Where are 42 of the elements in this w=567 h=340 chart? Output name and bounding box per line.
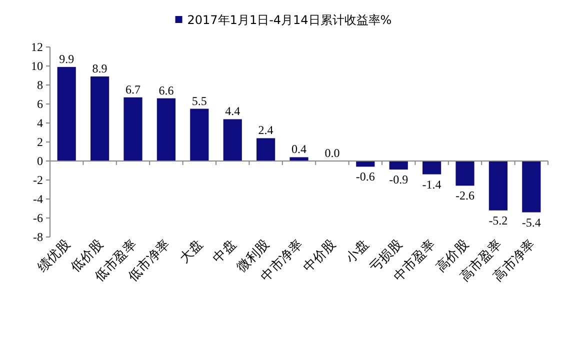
data-label: 2.4 (258, 123, 274, 138)
y-tick-label: 10 (31, 59, 43, 73)
y-tick-label: -8 (33, 230, 43, 244)
data-label: 6.7 (126, 82, 140, 96)
data-label: -1.4 (422, 177, 442, 192)
bar (488, 161, 508, 210)
data-label: 4.4 (225, 104, 240, 118)
bar (522, 161, 541, 212)
y-tick-label: -2 (33, 173, 43, 187)
y-tick-label: 2 (37, 135, 43, 149)
data-label: 8.9 (92, 61, 108, 76)
bar (223, 119, 242, 161)
bar (57, 66, 76, 161)
data-label: -5.2 (488, 213, 508, 228)
x-tick-label: 大盘 (177, 237, 206, 266)
bar (156, 98, 176, 161)
bar (124, 97, 142, 161)
bar (290, 157, 308, 161)
y-tick-label: 6 (37, 97, 43, 111)
bar (422, 161, 442, 174)
data-label: -0.6 (356, 170, 375, 184)
data-label: 0.4 (292, 142, 306, 156)
bar (90, 76, 110, 161)
y-tick-label: 8 (37, 78, 43, 92)
data-label: -0.9 (389, 172, 408, 187)
y-tick-label: -4 (33, 192, 43, 206)
data-label: 5.5 (192, 94, 207, 108)
y-tick-label: 12 (31, 40, 43, 54)
bar (456, 161, 474, 186)
bar (190, 108, 209, 161)
y-tick-label: 4 (37, 116, 43, 130)
data-label: 9.9 (59, 52, 74, 66)
bar (256, 138, 276, 161)
legend-label: 2017年1月1日-4月14日累计收益率% (187, 13, 392, 27)
y-tick-label: 0 (37, 154, 43, 168)
data-label: -5.4 (522, 215, 541, 230)
x-tick-label: 中价股 (300, 237, 340, 276)
y-tick-label: -6 (33, 211, 43, 225)
bar (389, 161, 408, 170)
data-label: 0.0 (324, 146, 340, 160)
data-label: -2.6 (456, 188, 474, 203)
data-label: 6.6 (158, 83, 174, 98)
